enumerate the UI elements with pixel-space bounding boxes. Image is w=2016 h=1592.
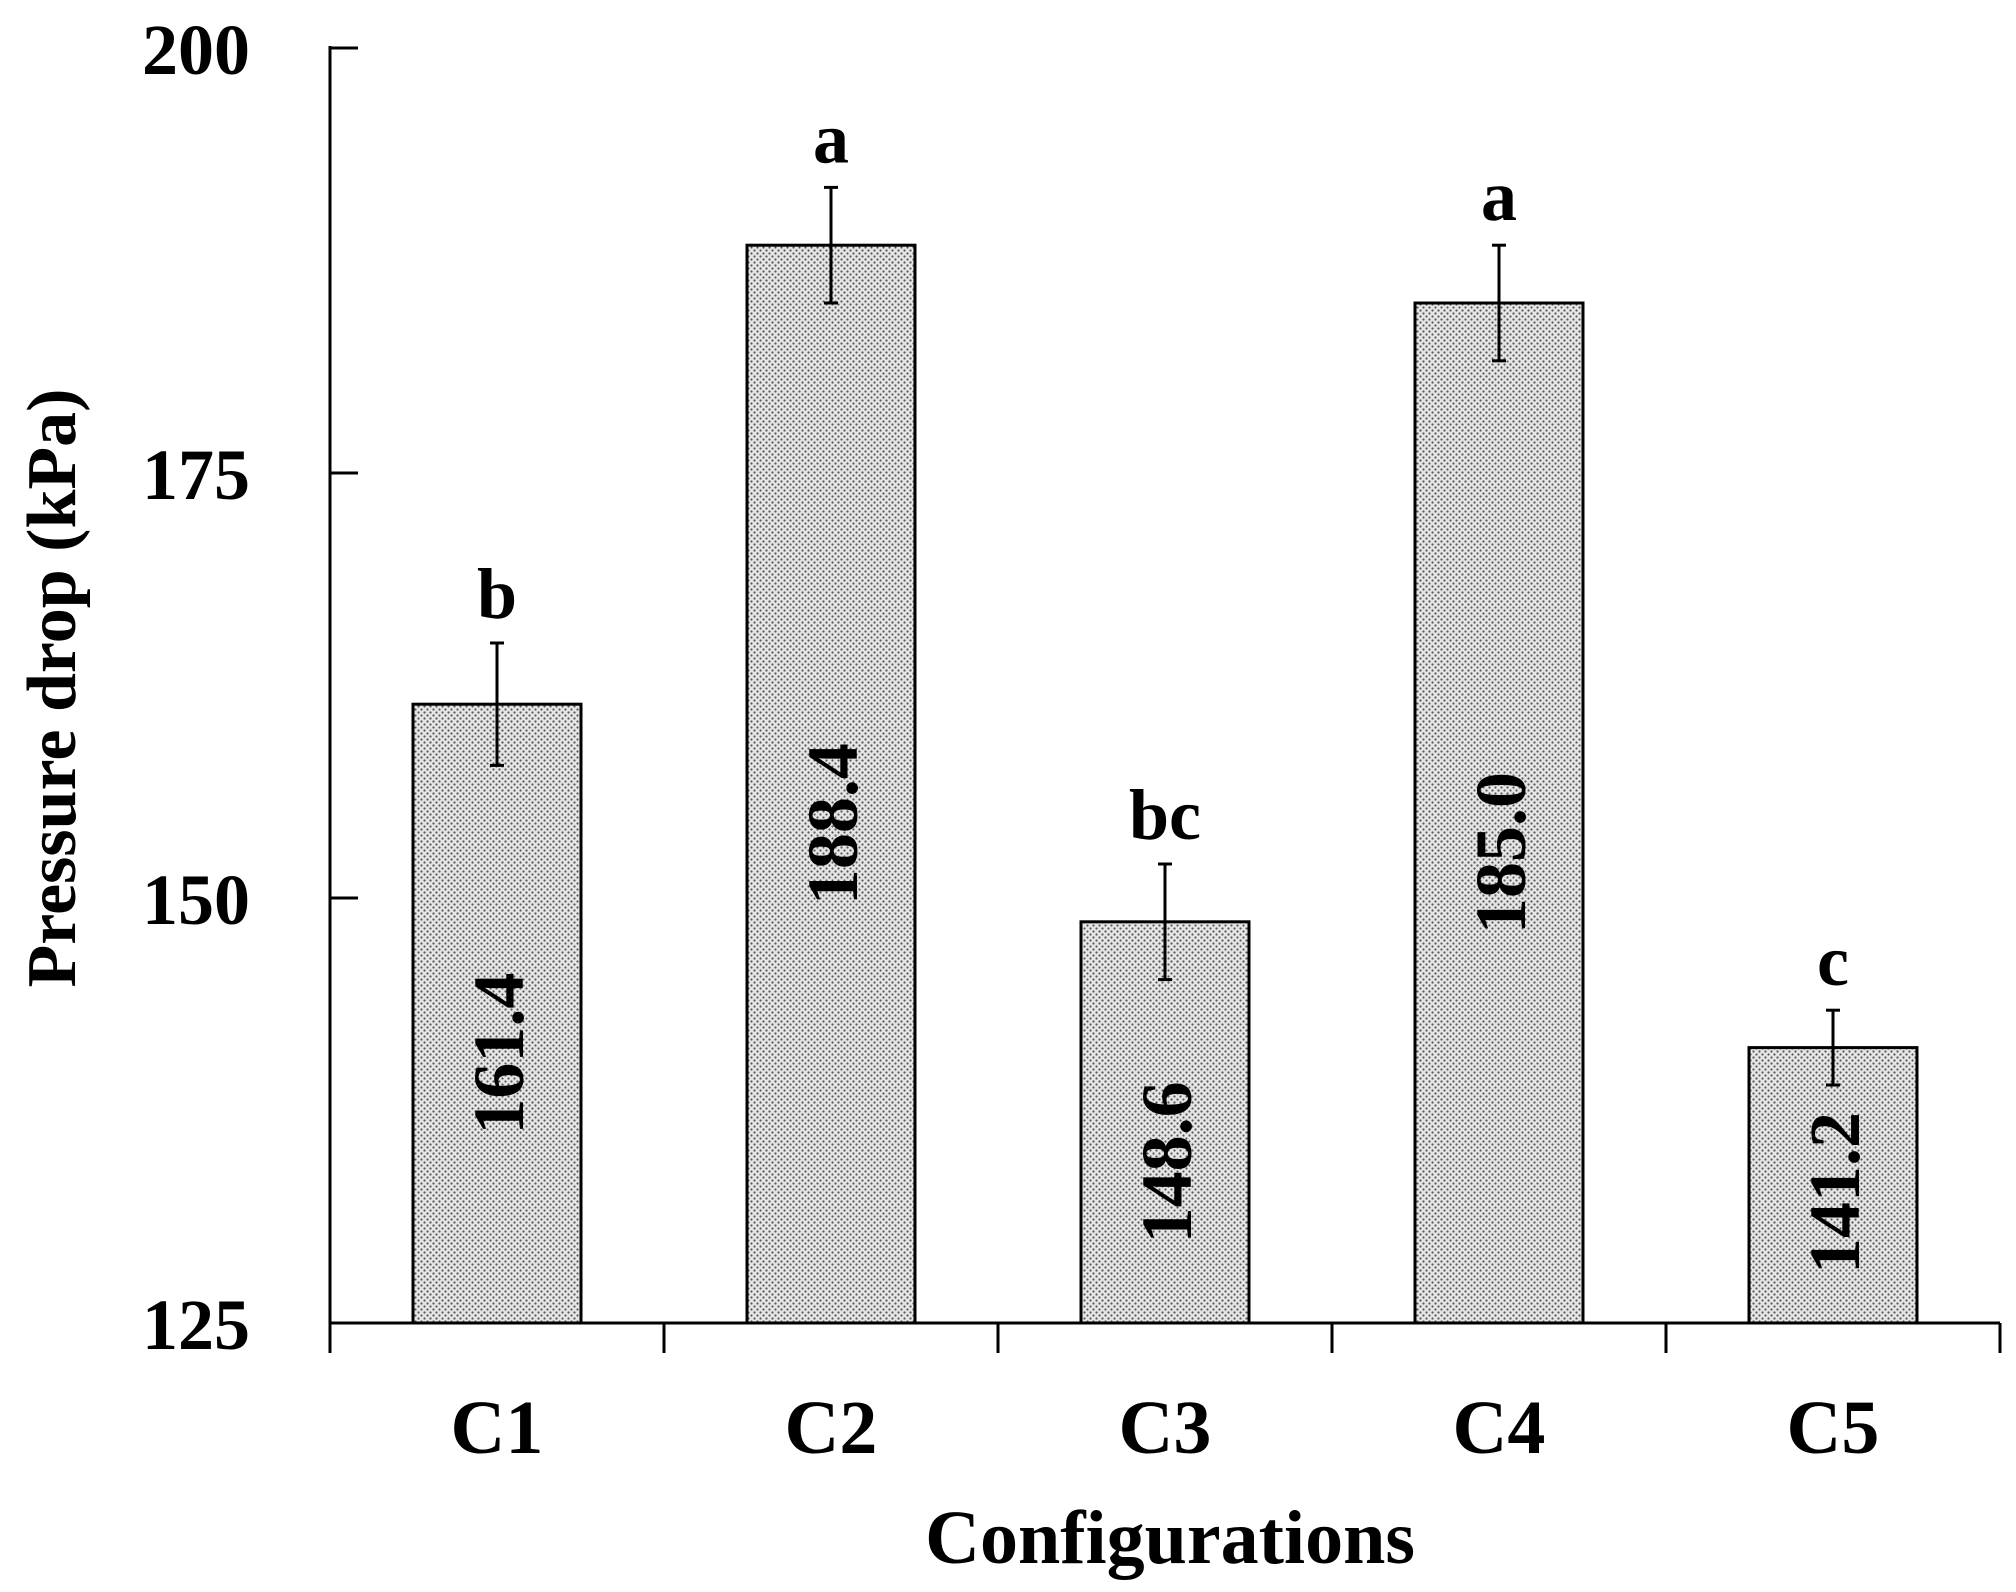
significance-letter: bc xyxy=(1129,775,1201,855)
significance-letter: c xyxy=(1817,921,1849,1001)
bar-value-label: 148.6 xyxy=(1127,1081,1207,1243)
y-tick-label: 125 xyxy=(142,1285,250,1365)
x-tick-label: C2 xyxy=(785,1386,878,1470)
bar-value-label: 141.2 xyxy=(1795,1112,1875,1274)
y-tick-label: 175 xyxy=(142,435,250,515)
plot-area: 125 150 175 200 b 161.4 C1 a 188.4 C2 bc 148.6 C3 a 18… xyxy=(142,10,2002,1470)
x-tick-label: C5 xyxy=(1787,1386,1880,1470)
bar-value-label: 185.0 xyxy=(1461,772,1541,934)
x-tick-label: C4 xyxy=(1453,1386,1546,1470)
significance-letter: a xyxy=(1481,156,1517,236)
x-tick-label: C3 xyxy=(1119,1386,1212,1470)
bar xyxy=(1747,1046,1919,1325)
y-tick-label: 150 xyxy=(142,860,250,940)
significance-letter: a xyxy=(813,98,849,178)
bar-value-label: 161.4 xyxy=(459,973,539,1135)
x-tick-label: C1 xyxy=(451,1386,544,1470)
y-tick-label: 200 xyxy=(142,10,250,90)
bar-value-label: 188.4 xyxy=(793,743,873,905)
y-axis-title: Pressure drop (kPa) xyxy=(14,389,91,988)
significance-letter: b xyxy=(477,554,517,634)
bar xyxy=(745,243,917,1325)
bar xyxy=(411,702,583,1325)
x-axis-title: Configurations xyxy=(925,1496,1415,1580)
